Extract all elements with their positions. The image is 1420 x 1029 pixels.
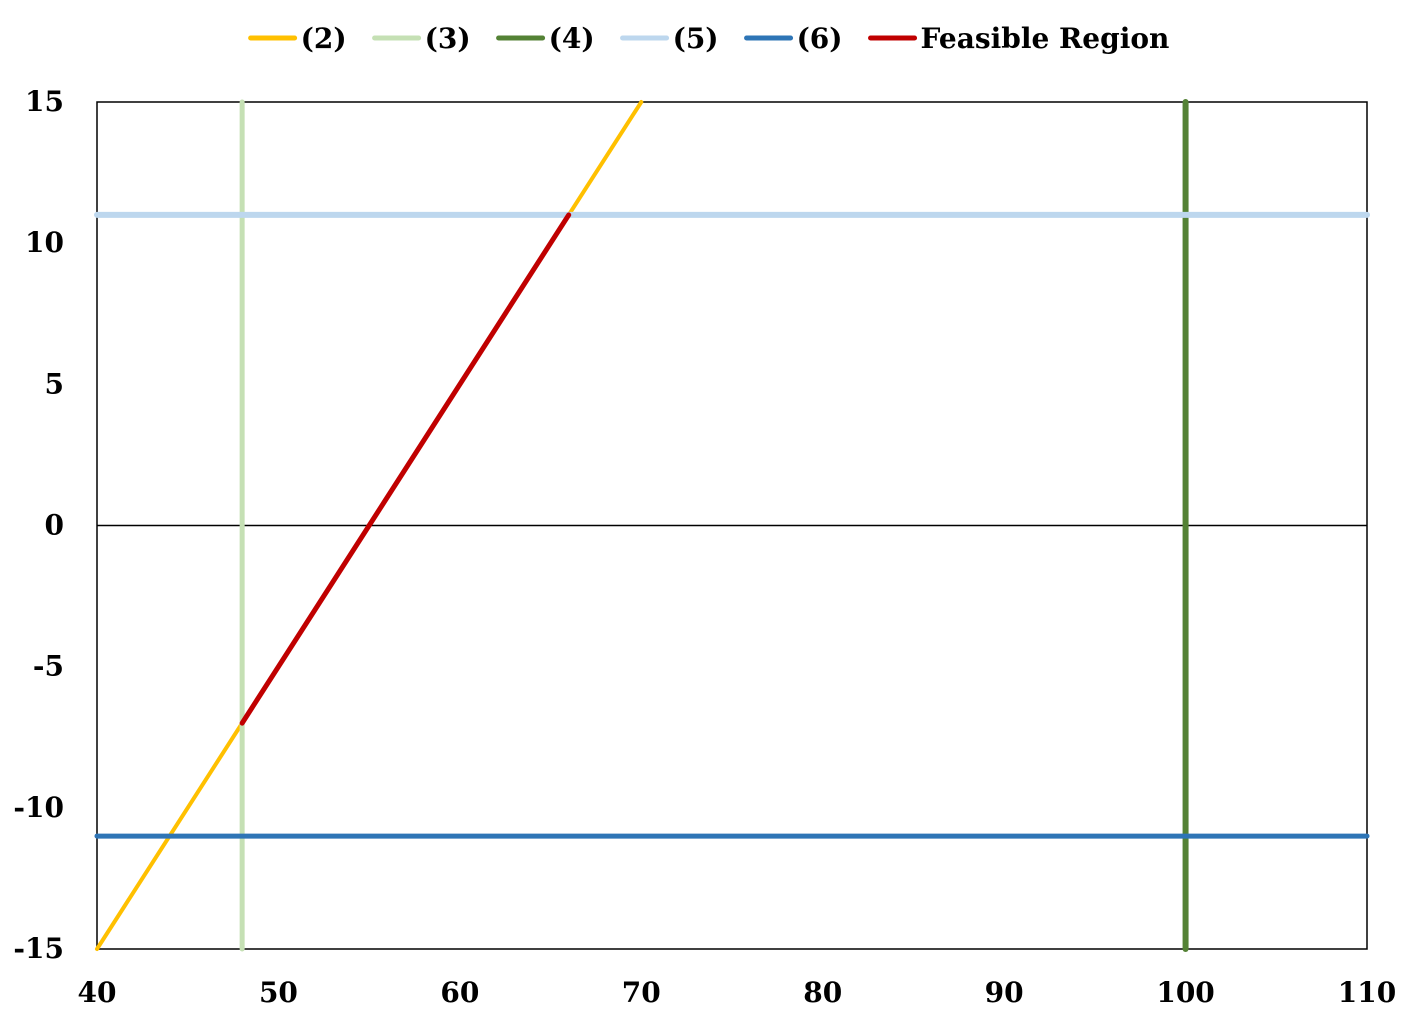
- y-axis: 15 10 5 0 -5 -10 -15: [13, 85, 64, 965]
- legend-label: (6): [797, 22, 843, 55]
- legend: (2) (3) (4) (5) (6) Feasible Region: [248, 22, 1170, 55]
- x-tick-label: 80: [803, 976, 842, 1009]
- x-axis: 40 50 60 70 80 90 100 110: [78, 976, 1397, 1009]
- x-tick-label: 90: [985, 976, 1024, 1009]
- x-tick-label: 110: [1338, 976, 1396, 1009]
- x-tick-label: 100: [1156, 976, 1214, 1009]
- legend-item: (4): [496, 22, 595, 55]
- y-tick-label: 15: [25, 85, 64, 118]
- legend-label: (3): [425, 22, 471, 55]
- y-tick-label: 0: [45, 509, 64, 542]
- legend-item: (5): [620, 22, 719, 55]
- legend-item: (6): [744, 22, 843, 55]
- legend-item: Feasible Region: [868, 22, 1170, 55]
- series-line-6: [239, 212, 572, 726]
- series-layer: [94, 99, 1370, 952]
- legend-item: (3): [372, 22, 471, 55]
- legend-label: (4): [549, 22, 595, 55]
- y-tick-label: -5: [33, 650, 64, 683]
- x-tick-label: 50: [259, 976, 298, 1009]
- x-tick-label: 70: [622, 976, 661, 1009]
- y-tick-label: 10: [25, 226, 64, 259]
- y-tick-label: -10: [13, 791, 64, 824]
- x-tick-label: 60: [440, 976, 479, 1009]
- y-tick-label: -15: [13, 932, 64, 965]
- legend-label: (5): [673, 22, 719, 55]
- legend-label: Feasible Region: [921, 22, 1170, 55]
- legend-label: (2): [301, 22, 347, 55]
- x-tick-label: 40: [78, 976, 117, 1009]
- y-tick-label: 5: [45, 367, 64, 400]
- legend-item: (2): [248, 22, 347, 55]
